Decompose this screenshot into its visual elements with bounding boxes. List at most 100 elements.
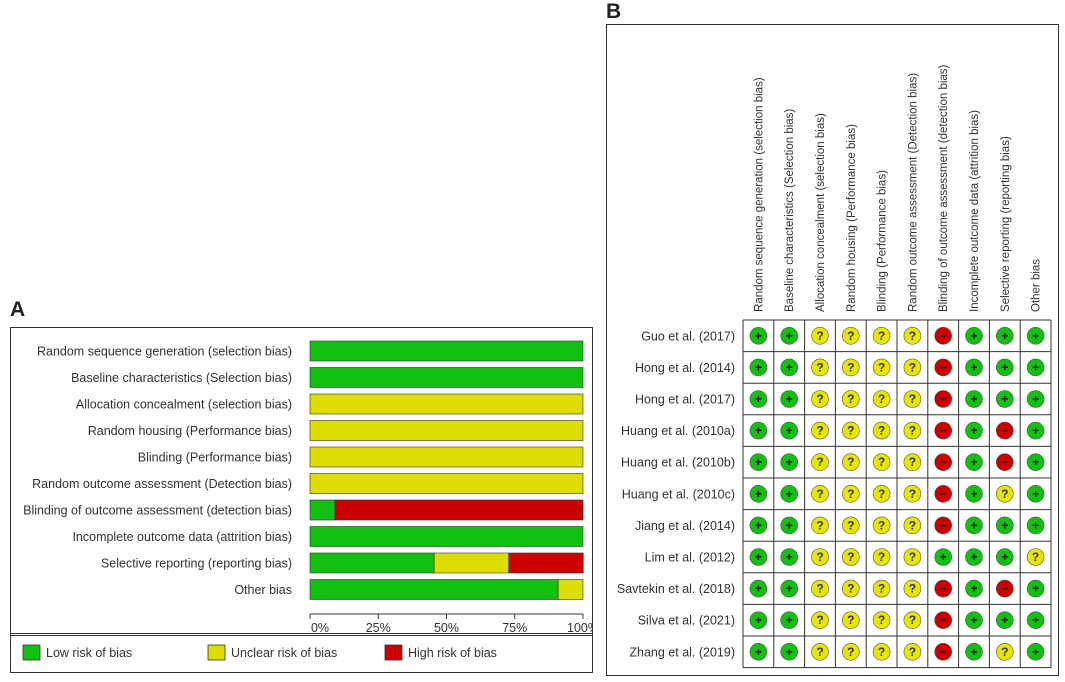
rating-circle (780, 358, 798, 377)
risk-of-bias-svg: Random sequence generation (selection bi… (617, 64, 1052, 669)
rating-circle (934, 484, 953, 503)
rating-circle (995, 516, 1014, 535)
legend-swatch (22, 644, 41, 661)
rating-circle (903, 358, 922, 377)
rating-symbol: + (970, 424, 977, 438)
rating-symbol: + (1032, 329, 1039, 343)
rating-symbol: ? (816, 550, 823, 564)
panel-a-letter: A (10, 298, 26, 321)
rating-symbol: ? (878, 329, 885, 343)
rating-symbol: − (1001, 582, 1008, 596)
legend-label: High risk of bias (408, 646, 497, 660)
rating-circle (965, 484, 983, 503)
rating-circle (872, 516, 891, 535)
rating-symbol: ? (909, 424, 916, 438)
rating-symbol: ? (878, 518, 885, 532)
rating-symbol: + (1001, 550, 1008, 564)
rating-symbol: + (1001, 329, 1008, 343)
rating-symbol: + (1001, 613, 1008, 627)
rating-symbol: + (970, 392, 977, 406)
x-tick-label: 0% (311, 621, 329, 635)
rating-circle (811, 548, 829, 566)
rating-symbol: ? (878, 424, 885, 438)
rating-circle (872, 484, 891, 503)
rating-symbol: − (940, 360, 947, 374)
bar-segment (508, 552, 584, 574)
rating-symbol: ? (1001, 645, 1008, 659)
rating-circle (842, 516, 860, 535)
rating-symbol: + (755, 582, 762, 596)
rating-circle (780, 326, 798, 345)
category-label: Selective reporting (reporting bias) (101, 557, 292, 571)
x-tick-label: 50% (434, 621, 459, 635)
study-label: Hong et al. (2017) (635, 393, 735, 407)
rating-circle (780, 642, 798, 661)
rating-circle (903, 516, 922, 535)
rating-circle (1026, 579, 1045, 598)
rating-symbol: ? (878, 582, 885, 596)
rating-circle (872, 548, 891, 566)
legend-label: Unclear risk of bias (231, 646, 337, 660)
rating-circle (811, 642, 829, 661)
rating-circle (872, 358, 891, 377)
rating-circle (842, 548, 860, 566)
rating-circle (1026, 611, 1045, 630)
rating-symbol: − (940, 582, 947, 596)
rating-symbol: + (1032, 487, 1039, 501)
rating-symbol: − (940, 613, 947, 627)
rating-symbol: − (1001, 455, 1008, 469)
rating-circle (965, 611, 983, 630)
rating-circle (903, 453, 922, 472)
rating-circle (995, 358, 1014, 377)
rating-circle (965, 516, 983, 535)
rating-circle (934, 548, 953, 566)
rating-symbol: ? (816, 392, 823, 406)
bias-legend: Low risk of bias Unclear risk of bias High… (10, 633, 593, 673)
rating-symbol: ? (909, 455, 916, 469)
rating-symbol: + (786, 582, 793, 596)
study-label: Huang et al. (2010b) (621, 456, 735, 470)
rating-symbol: + (1001, 360, 1008, 374)
rating-circle (811, 579, 829, 598)
bar-segment (309, 446, 584, 468)
rating-circle (1026, 326, 1045, 345)
rating-circle (749, 390, 768, 408)
rating-symbol: ? (878, 487, 885, 501)
rating-symbol: − (940, 392, 947, 406)
rating-circle (1026, 516, 1045, 535)
bar-segment (334, 499, 584, 521)
rating-circle (995, 453, 1014, 472)
study-label: Savtekin et al. (2018) (617, 582, 735, 596)
bar-segment (309, 393, 584, 415)
rating-symbol: ? (878, 455, 885, 469)
rating-circle (1026, 358, 1045, 377)
rating-circle (842, 358, 860, 377)
legend-label: Low risk of bias (46, 646, 132, 660)
rating-circle (903, 548, 922, 566)
rating-symbol: + (755, 613, 762, 627)
bias-legend-svg: Low risk of bias Unclear risk of bias High… (22, 644, 497, 661)
rating-symbol: ? (878, 645, 885, 659)
rating-circle (811, 358, 829, 377)
rating-symbol: + (970, 455, 977, 469)
rating-circle (872, 326, 891, 345)
rating-circle (903, 484, 922, 503)
rating-symbol: + (970, 518, 977, 532)
rating-circle (749, 326, 768, 345)
rating-symbol: − (940, 424, 947, 438)
rating-symbol: ? (816, 582, 823, 596)
rating-symbol: − (940, 329, 947, 343)
rating-symbol: + (755, 329, 762, 343)
risk-of-bias-table: Random sequence generation (selection bi… (606, 24, 1059, 676)
study-label: Huang et al. (2010a) (621, 424, 735, 438)
study-label: Hong et al. (2014) (635, 361, 735, 375)
rating-circle (934, 326, 953, 345)
rating-circle (903, 642, 922, 661)
rating-symbol: ? (847, 360, 854, 374)
rating-symbol: + (786, 424, 793, 438)
study-label: Jiang et al. (2014) (635, 519, 735, 533)
rating-symbol: − (940, 455, 947, 469)
rating-circle (965, 548, 983, 566)
rating-circle (934, 453, 953, 472)
rating-symbol: ? (847, 613, 854, 627)
